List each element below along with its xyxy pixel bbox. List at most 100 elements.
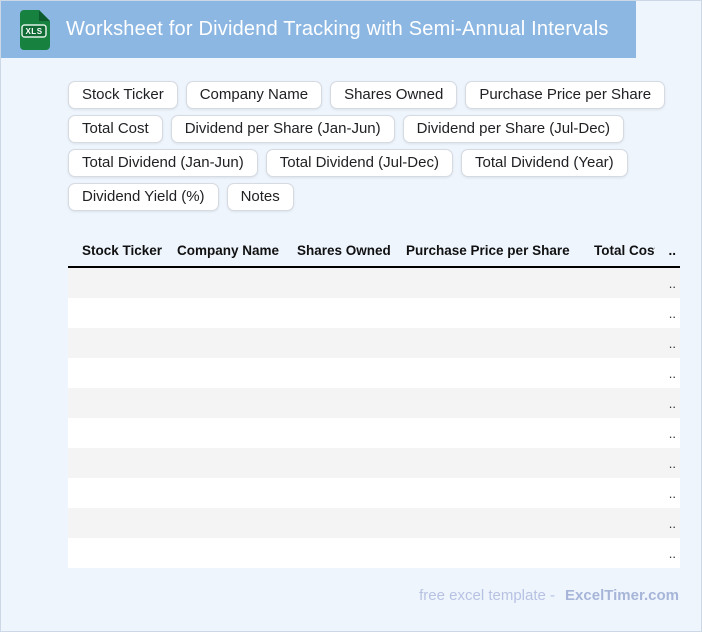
page: XLS Worksheet for Dividend Tracking with…: [1, 1, 701, 604]
column-chip[interactable]: Dividend per Share (Jan-Jun): [170, 115, 395, 143]
table-cell: [283, 267, 392, 298]
table-cell: [283, 448, 392, 478]
table-cell: [68, 328, 163, 358]
table-cell: [392, 508, 580, 538]
table-row: ..: [68, 508, 680, 538]
row-overflow-cell: ..: [668, 425, 676, 441]
row-overflow-cell: ..: [668, 515, 676, 531]
table-cell: [163, 328, 283, 358]
column-chip[interactable]: Notes: [226, 183, 294, 211]
table-cell: [392, 298, 580, 328]
table-header-cell: Purchase Price per Share: [392, 234, 580, 268]
row-overflow-cell: ..: [668, 365, 676, 381]
table-row: ..: [68, 448, 680, 478]
table-cell: [392, 418, 580, 448]
table-row: ..: [68, 298, 680, 328]
chip-row: Total Cost Dividend per Share (Jan-Jun) Di…: [68, 115, 701, 143]
row-overflow-cell: ..: [668, 545, 676, 561]
table-cell: [283, 508, 392, 538]
xls-icon-label: XLS: [25, 27, 42, 36]
column-chip[interactable]: Total Cost: [68, 115, 163, 143]
table-row: ..: [68, 388, 680, 418]
table-cell: [68, 298, 163, 328]
table-cell: [392, 358, 580, 388]
table-cell: [283, 538, 392, 568]
table-cell: [283, 478, 392, 508]
table-cell: [580, 508, 655, 538]
column-chip[interactable]: Total Dividend (Jan-Jun): [68, 149, 258, 177]
row-overflow-cell: ..: [668, 275, 676, 291]
table-row: ..: [68, 478, 680, 508]
table-cell: [163, 478, 283, 508]
table-cell: [163, 267, 283, 298]
table-row: ..: [68, 328, 680, 358]
table-cell: [68, 358, 163, 388]
table-cell: [68, 418, 163, 448]
column-chip[interactable]: Total Dividend (Year): [460, 149, 628, 177]
row-overflow-cell: ..: [668, 335, 676, 351]
table-cell: [580, 267, 655, 298]
worksheet-table: Stock Ticker Company Name Shares Owned Purc…: [68, 234, 680, 568]
table-cell: [580, 298, 655, 328]
table-cell: [283, 388, 392, 418]
table-row: ..: [68, 418, 680, 448]
table-cell: [283, 328, 392, 358]
table-cell: [68, 448, 163, 478]
row-overflow-cell: ..: [668, 455, 676, 471]
header-bar: XLS Worksheet for Dividend Tracking with…: [1, 1, 636, 58]
table-cell: [163, 538, 283, 568]
table-cell: [163, 298, 283, 328]
column-chip[interactable]: Shares Owned: [330, 81, 458, 109]
column-chip[interactable]: Dividend per Share (Jul-Dec): [402, 115, 625, 143]
column-chip[interactable]: Stock Ticker: [68, 81, 178, 109]
table-header-cell: Shares Owned: [283, 234, 392, 268]
table-cell: [68, 508, 163, 538]
table-header-cell: Company Name: [163, 234, 283, 268]
table-cell: [68, 478, 163, 508]
table-header-cell: Total Cost: [580, 234, 655, 268]
table-cell: [580, 418, 655, 448]
table-cell: [392, 478, 580, 508]
table-cell: [283, 418, 392, 448]
table-cell: [283, 298, 392, 328]
table-cell: [68, 388, 163, 418]
row-overflow-cell: ..: [668, 485, 676, 501]
table-cell: [163, 508, 283, 538]
table-cell: [392, 267, 580, 298]
column-chip[interactable]: Purchase Price per Share: [465, 81, 666, 109]
table-cell: [163, 358, 283, 388]
table-header-row: Stock Ticker Company Name Shares Owned Purc…: [68, 234, 680, 268]
table-header-cell: Stock Ticker: [68, 234, 163, 268]
table-cell: [580, 538, 655, 568]
table-cell: [580, 388, 655, 418]
xls-file-icon: XLS: [20, 9, 50, 50]
column-chip[interactable]: Dividend Yield (%): [68, 183, 219, 211]
table-cell: [580, 328, 655, 358]
table-cell: [163, 388, 283, 418]
footer-text: free excel template -: [419, 587, 556, 604]
footer: free excel template - ExcelTimer.com: [1, 587, 679, 604]
chip-row: Total Dividend (Jan-Jun) Total Dividend (…: [68, 149, 701, 177]
worksheet-preview: Stock Ticker Company Name Shares Owned Purc…: [68, 234, 701, 568]
table-row: ..: [68, 538, 680, 568]
page-title: Worksheet for Dividend Tracking with Sem…: [66, 18, 609, 40]
column-chips: Stock Ticker Company Name Shares Owned Purc…: [68, 81, 701, 211]
table-cell: [68, 267, 163, 298]
table-cell: [283, 358, 392, 388]
table-cell: [392, 388, 580, 418]
table-header-cell: ..: [655, 234, 680, 268]
table-row: ..: [68, 358, 680, 388]
table-row: ..: [68, 267, 680, 298]
table-cell: [392, 328, 580, 358]
column-chip[interactable]: Total Dividend (Jul-Dec): [265, 149, 453, 177]
table-cell: [163, 418, 283, 448]
chip-row: Stock Ticker Company Name Shares Owned Purc…: [68, 81, 701, 109]
chip-row: Dividend Yield (%) Notes: [68, 183, 701, 211]
table-cell: [68, 538, 163, 568]
column-chip[interactable]: Company Name: [185, 81, 323, 109]
row-overflow-cell: ..: [668, 305, 676, 321]
table-cell: [580, 478, 655, 508]
table-cell: [580, 358, 655, 388]
exceltimer-link[interactable]: ExcelTimer.com: [565, 587, 679, 604]
table-cell: [392, 538, 580, 568]
